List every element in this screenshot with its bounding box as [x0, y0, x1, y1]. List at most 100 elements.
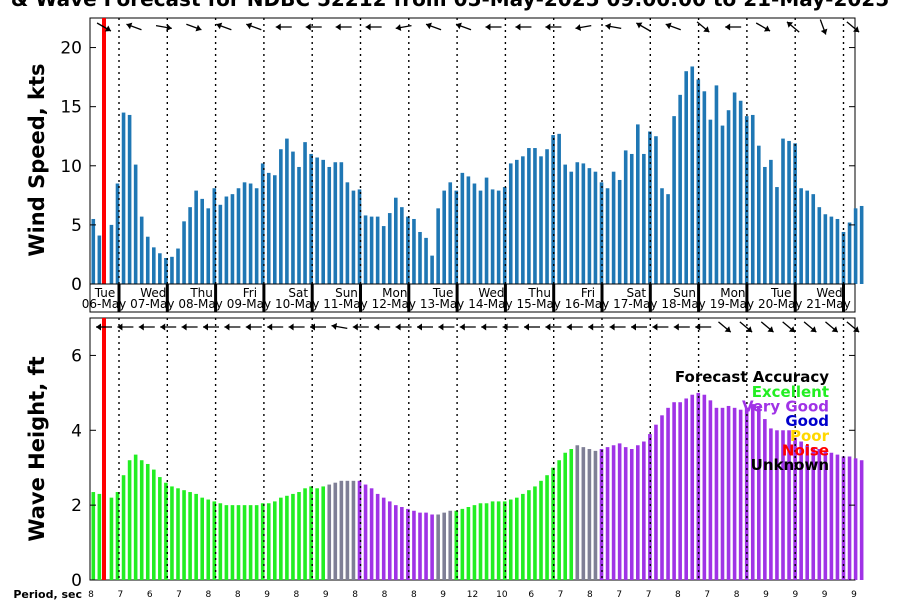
arrow-head: [545, 323, 551, 331]
arrow-head: [695, 323, 701, 331]
wave-bar: [460, 508, 465, 580]
arrow-head: [652, 323, 658, 331]
legend-item: Poor: [790, 427, 830, 445]
wind-bar: [254, 188, 259, 284]
date-label: 08-May: [178, 297, 222, 311]
wind-bar: [466, 176, 471, 284]
wind-bar: [309, 153, 313, 284]
wind-bar: [835, 218, 840, 284]
wind-bar: [672, 116, 676, 284]
wave-bar: [279, 497, 283, 580]
day-label: Thu: [189, 286, 213, 300]
period-value: 7: [117, 590, 123, 600]
wave-bar: [448, 510, 453, 580]
wind-bar: [412, 218, 416, 284]
y-tick-label: 0: [71, 571, 82, 591]
wind-bar: [599, 182, 604, 284]
wave-bar: [266, 503, 271, 580]
wind-bar: [327, 166, 332, 284]
wave-direction-arrow: [138, 323, 155, 331]
wind-bar: [363, 215, 368, 284]
wind-direction-arrow: [515, 23, 532, 31]
wave-bar: [424, 512, 428, 580]
wind-direction-arrow: [725, 23, 742, 31]
wind-bar: [236, 188, 241, 284]
wind-bar: [188, 207, 192, 284]
arrow-head: [545, 23, 551, 31]
date-label: 11-May: [323, 297, 367, 311]
wind-bar: [381, 226, 386, 284]
wave-bar: [545, 475, 549, 580]
arrow-head: [481, 323, 487, 331]
wind-bar: [678, 94, 682, 284]
date-label: 21-May: [806, 297, 850, 311]
wave-bar: [303, 488, 307, 580]
wave-bar: [145, 463, 150, 580]
wave-bar: [799, 441, 803, 580]
wind-bar: [823, 214, 828, 284]
wave-bar: [581, 447, 586, 580]
wave-bar: [726, 405, 731, 580]
wind-bar: [714, 85, 719, 285]
wave-y-axis-label: Wave Height, ft: [25, 356, 49, 541]
wind-bar: [708, 119, 713, 284]
wind-bar: [539, 156, 543, 284]
wave-bar: [152, 469, 156, 580]
wave-bar: [248, 505, 253, 580]
period-value: 9: [440, 590, 446, 600]
period-value: 10: [496, 590, 508, 600]
wind-bar: [200, 198, 204, 284]
wave-direction-arrow: [718, 321, 732, 333]
wind-bar: [206, 208, 211, 284]
legend-title: Forecast Accuracy: [675, 368, 829, 386]
arrow-head: [335, 23, 341, 31]
wave-bar: [369, 488, 374, 580]
wind-bar: [769, 159, 773, 284]
arrow-head: [417, 323, 422, 331]
wind-bar: [605, 188, 610, 284]
wave-bar: [611, 445, 616, 580]
wave-direction-arrow: [782, 321, 796, 333]
wind-bar: [406, 216, 410, 284]
wave-bar: [642, 441, 646, 580]
wind-bar: [279, 149, 283, 284]
wind-bar: [720, 125, 725, 285]
wave-bar: [829, 452, 834, 580]
wave-bar: [623, 447, 628, 580]
arrow-head: [763, 25, 771, 32]
wave-bar: [835, 454, 840, 580]
wind-bar: [563, 164, 567, 284]
period-value: 7: [646, 590, 652, 600]
wave-bar: [599, 449, 604, 580]
wind-bar: [212, 188, 217, 284]
period-value: 8: [587, 590, 593, 600]
wind-bar: [811, 194, 816, 284]
wave-bar: [593, 450, 598, 580]
wind-bar: [248, 183, 253, 284]
wave-bar: [690, 394, 695, 580]
date-label: 15-May: [516, 297, 560, 311]
wind-bar: [218, 204, 223, 284]
day-label: Sat: [288, 286, 308, 300]
period-value: 8: [352, 590, 358, 600]
arrow-head: [395, 323, 401, 331]
wave-bar: [206, 499, 211, 580]
wind-bar: [357, 189, 362, 284]
wave-bar: [418, 512, 422, 580]
wave-direction-arrow: [481, 323, 498, 331]
day-label: Sun: [335, 286, 358, 300]
wave-bar: [242, 505, 247, 580]
arrow-head: [160, 323, 166, 331]
wave-bar: [170, 486, 174, 580]
day-label: Mon: [720, 286, 745, 300]
wave-direction-arrow: [203, 323, 219, 331]
wind-bar: [581, 163, 586, 284]
wave-bar: [224, 505, 229, 580]
wind-bar: [496, 190, 501, 284]
wave-bar: [672, 402, 676, 580]
arrow-head: [725, 23, 731, 31]
day-label: Fri: [581, 286, 595, 300]
wave-bar: [841, 456, 846, 580]
wind-bar: [545, 149, 549, 284]
wave-bar: [557, 460, 561, 580]
